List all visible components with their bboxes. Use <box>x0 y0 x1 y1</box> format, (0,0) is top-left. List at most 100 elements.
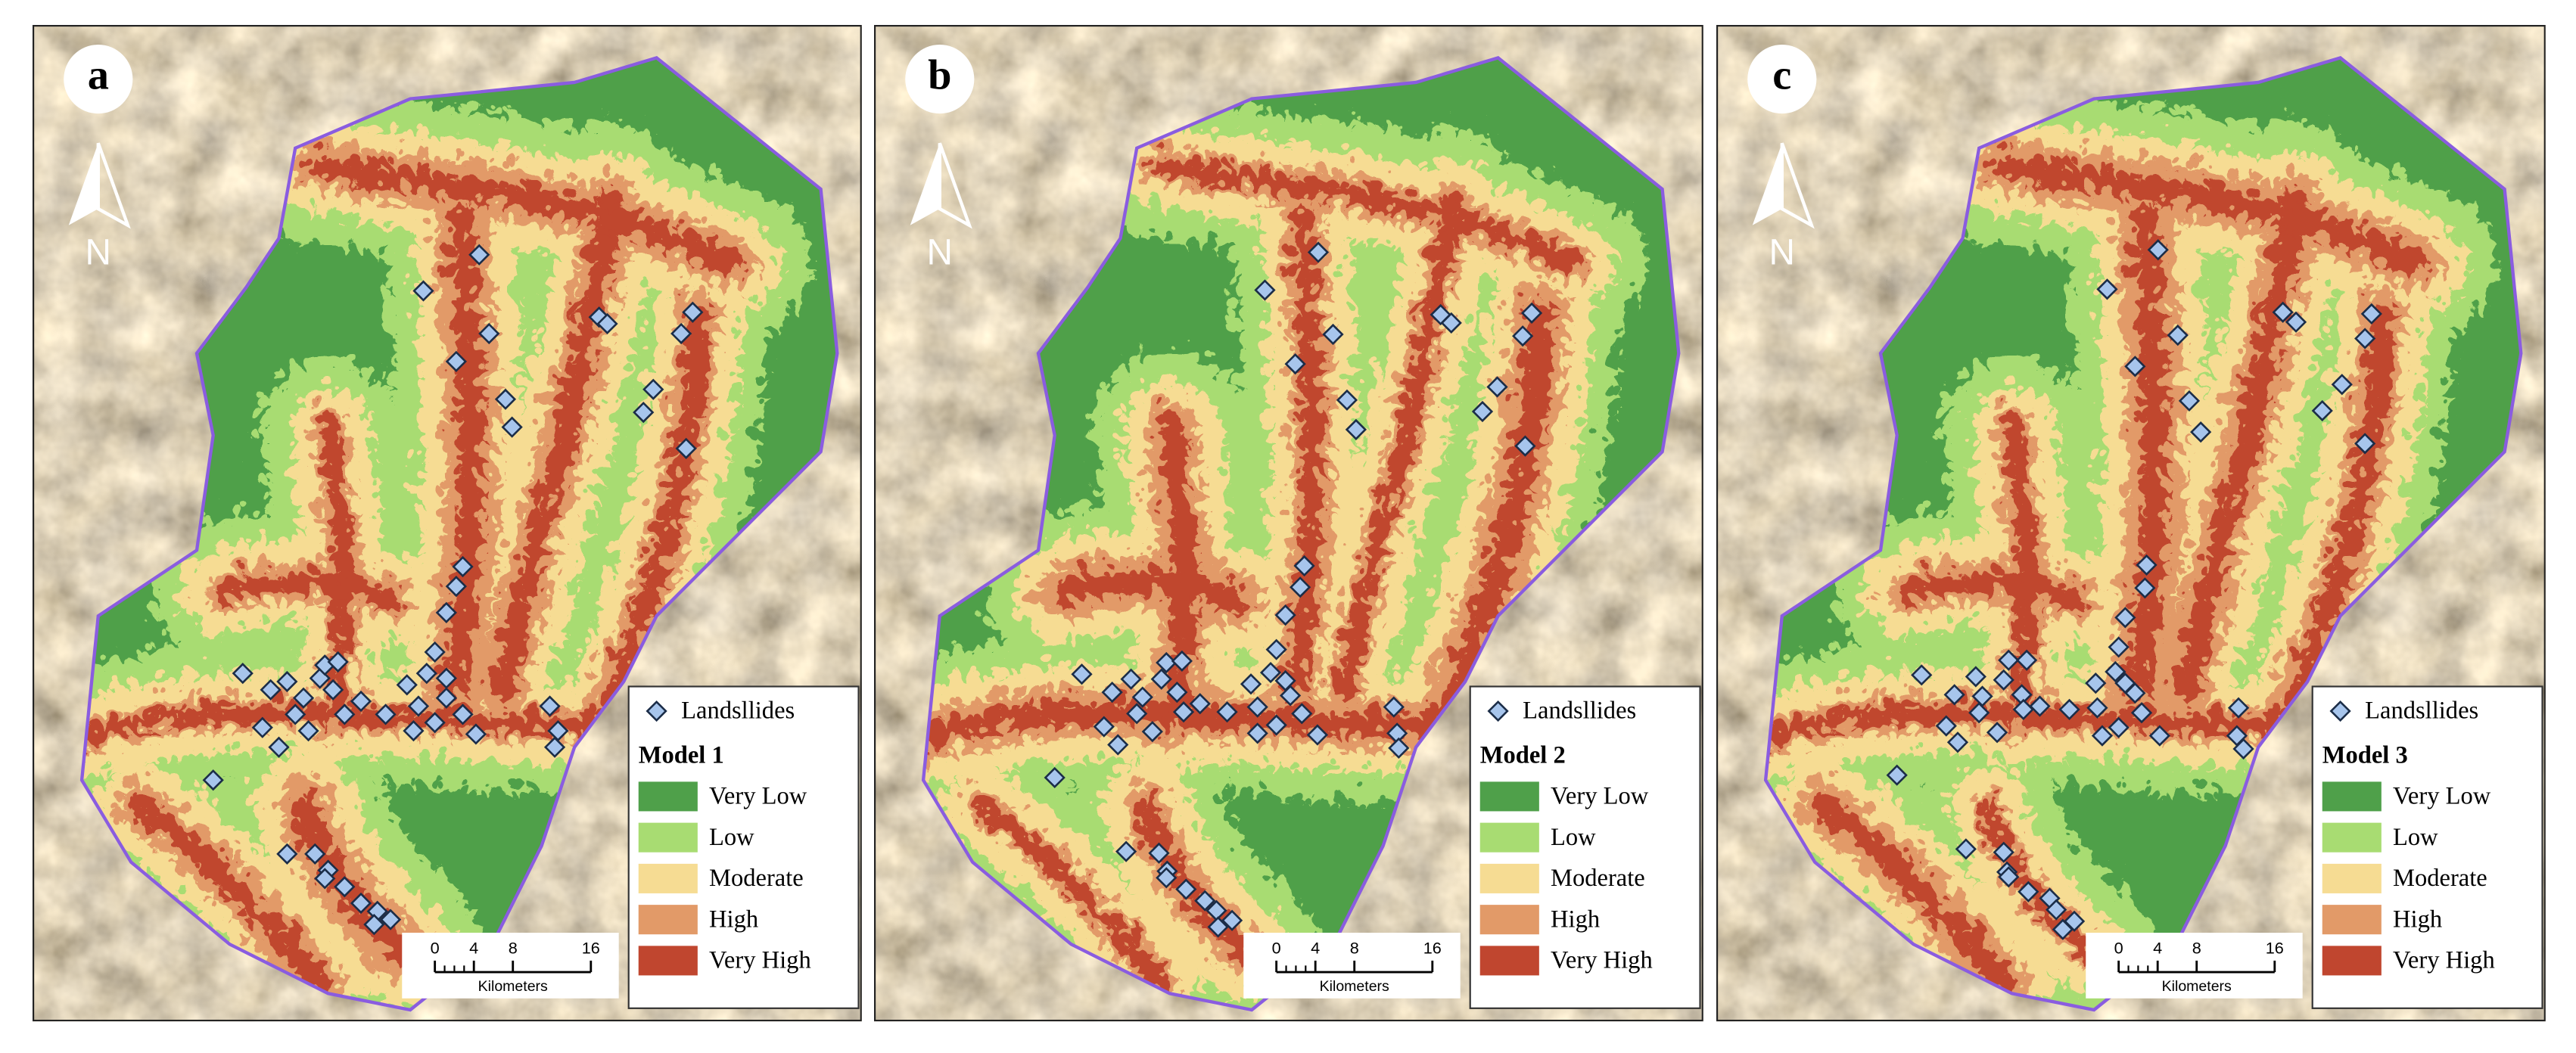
landslide-point <box>334 876 356 898</box>
landslide-point <box>1101 681 1123 704</box>
landslide-point <box>675 437 697 459</box>
landslide-point <box>547 719 569 742</box>
legend-swatch <box>1479 905 1539 935</box>
scale-tick-label: 4 <box>1311 938 1320 957</box>
legend-point-label: Landsllides <box>2365 697 2478 725</box>
legend-swatch <box>638 781 698 812</box>
legend-label: High <box>709 905 758 933</box>
panel-label-circle <box>64 45 133 114</box>
landslide-point <box>350 892 372 915</box>
legend-label: High <box>1551 905 1600 933</box>
map-panel: a N 0 4 8 16 Kilometers Landsllides Model 1 Very … <box>33 25 862 1022</box>
landslide-point <box>1156 651 1178 674</box>
landslide-point <box>1291 703 1313 725</box>
landslide-point <box>435 687 457 709</box>
landslide-point <box>2360 303 2382 325</box>
landslide-point <box>1107 734 1129 756</box>
landslide-point <box>334 704 356 725</box>
landslide-point <box>435 667 457 689</box>
landslide-point <box>1935 715 1957 737</box>
scale-tick-label: 4 <box>2153 938 2162 957</box>
legend-swatch <box>638 822 698 853</box>
landslide-point <box>1171 650 1193 672</box>
landslide-point <box>1141 721 1163 743</box>
legend: Landsllides Model 1 Very Low Low Moderate Hig… <box>627 685 860 1009</box>
legend-point-symbol <box>1487 700 1509 722</box>
landslide-point <box>2011 684 2033 706</box>
landslide-point <box>1998 866 2020 888</box>
landslide-point <box>350 690 372 713</box>
landslide-point <box>2086 697 2108 719</box>
zone-band <box>2164 177 2295 694</box>
legend-label: Moderate <box>709 865 804 892</box>
legend-swatch <box>1479 946 1539 976</box>
legend-label: Very Low <box>1551 783 1649 810</box>
legend-swatch <box>638 946 698 976</box>
landslide-point <box>1993 669 2014 691</box>
legend-label: Very High <box>2393 947 2495 974</box>
legend-label: Moderate <box>2393 865 2487 892</box>
landslide-point <box>1131 686 1153 708</box>
landslide-point <box>1520 302 1543 324</box>
landslide-point <box>260 679 282 700</box>
legend-point-symbol <box>2329 700 2351 722</box>
panel-label: a <box>88 52 109 99</box>
legend-point-symbol <box>646 700 667 722</box>
legend-label: Very Low <box>709 783 807 810</box>
scale-tick-label: 4 <box>469 938 478 957</box>
zone-band <box>1042 559 1240 604</box>
landslide-point <box>596 312 618 335</box>
scale-bar: 0 4 8 16 Kilometers <box>1243 933 1461 999</box>
landslide-point <box>1911 664 1933 686</box>
legend-title: Model 1 <box>639 741 724 769</box>
legend-swatch <box>2322 905 2382 935</box>
panel-frame <box>874 25 1703 1022</box>
landslide-point <box>2058 698 2080 721</box>
zone-band <box>300 144 734 267</box>
landslide-point <box>1471 400 1494 423</box>
landslide-point <box>2354 328 2376 349</box>
landslide-point <box>2130 702 2153 724</box>
landslide-point <box>297 719 319 742</box>
landslide-point <box>2190 421 2212 443</box>
landslide-point <box>1216 701 1238 723</box>
scale-box <box>402 933 619 999</box>
zones-inner <box>82 57 838 1011</box>
landslide-point <box>1246 722 1268 744</box>
landslide-point <box>1156 867 1178 889</box>
landslide-point <box>494 388 517 410</box>
zone-band <box>580 294 700 725</box>
landslide-point <box>268 736 290 758</box>
landslide-point <box>2134 577 2156 599</box>
landslide-point <box>363 914 385 936</box>
landslide-point <box>1336 389 1358 411</box>
scale-box <box>1243 933 1461 999</box>
legend-point-label: Landsllides <box>1523 697 1636 725</box>
landslide-point <box>2167 325 2189 346</box>
landslide-point <box>251 716 273 738</box>
landslide-point <box>1965 666 1986 688</box>
landslide-point <box>2012 698 2034 721</box>
panel-label: c <box>1772 52 1791 99</box>
zone-band <box>2114 192 2158 694</box>
landslide-point <box>1207 916 1229 938</box>
zone-band <box>963 787 1162 986</box>
north-arrow-fill <box>68 143 98 225</box>
landslide-point <box>2311 399 2333 422</box>
landslide-point <box>396 674 418 696</box>
landslide-point <box>1221 909 1243 931</box>
panel-frame <box>33 25 862 1022</box>
north-label: N <box>86 232 111 272</box>
legend-label: Very High <box>709 947 811 974</box>
landslide-point <box>2046 899 2067 921</box>
landslide-point <box>1166 681 1188 704</box>
legend-swatch <box>2322 822 2382 853</box>
landslide-point <box>1044 766 1066 789</box>
scale-tick-label: 0 <box>1272 938 1281 957</box>
landslide-point <box>424 712 446 734</box>
landslide-point <box>1440 312 1462 334</box>
landslide-point <box>1971 685 1993 707</box>
susceptibility-zones <box>82 57 838 1011</box>
landslide-point <box>2232 738 2254 760</box>
